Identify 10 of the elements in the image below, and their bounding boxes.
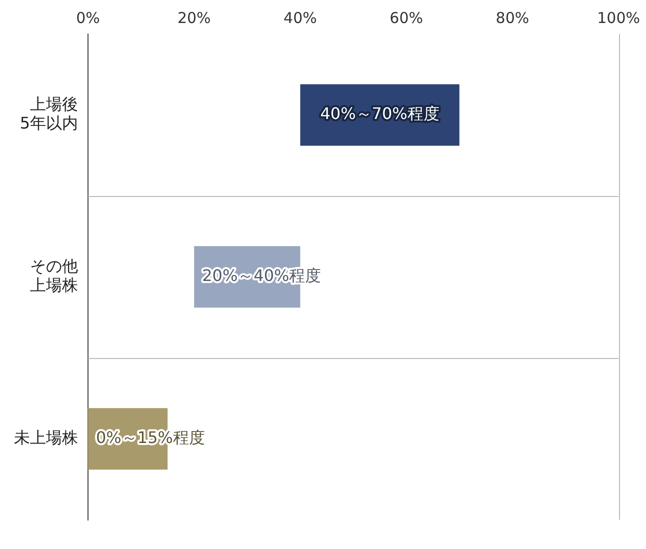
y-tick-label: その他上場株 [30, 256, 78, 295]
y-tick-label: 上場後5年以内 [20, 94, 78, 133]
x-tick-label: 40% [284, 8, 317, 27]
y-tick-label: 未上場株 [14, 428, 78, 447]
x-tick-label: 60% [390, 8, 424, 27]
x-tick-label: 80% [496, 8, 530, 27]
x-tick-label: 100% [597, 8, 640, 27]
x-tick-label: 0% [76, 8, 100, 27]
x-tick-label: 20% [177, 8, 211, 27]
annotation: 40%～70%程度 [320, 104, 440, 124]
